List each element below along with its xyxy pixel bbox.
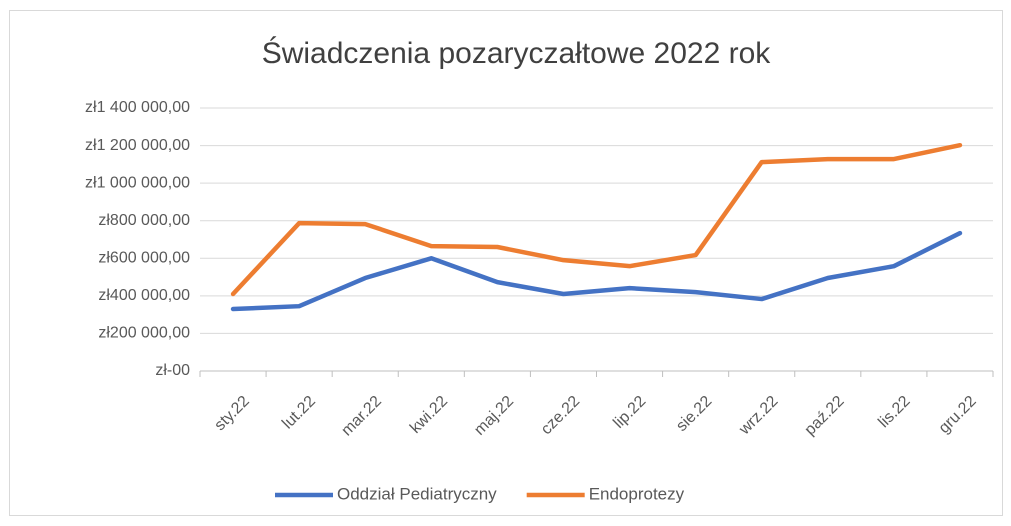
legend-label: Oddział Pediatryczny <box>337 484 497 503</box>
y-tick-label: zł400 000,00 <box>98 287 190 304</box>
y-tick-label: zł1 200 000,00 <box>85 137 190 154</box>
chart-title: Świadczenia pozaryczałtowe 2022 rok <box>262 36 772 70</box>
legend-label: Endoprotezy <box>589 484 685 503</box>
y-tick-label: zł1 000 000,00 <box>85 174 190 191</box>
y-tick-label: zł-00 <box>155 362 190 379</box>
series-line <box>230 142 963 297</box>
chart-border <box>9 10 1003 516</box>
y-tick-label: zł800 000,00 <box>98 212 190 229</box>
y-tick-label: zł600 000,00 <box>98 250 190 267</box>
y-tick-label: zł200 000,00 <box>98 325 190 342</box>
y-tick-label: zł1 400 000,00 <box>85 99 190 116</box>
series-line <box>230 230 963 312</box>
